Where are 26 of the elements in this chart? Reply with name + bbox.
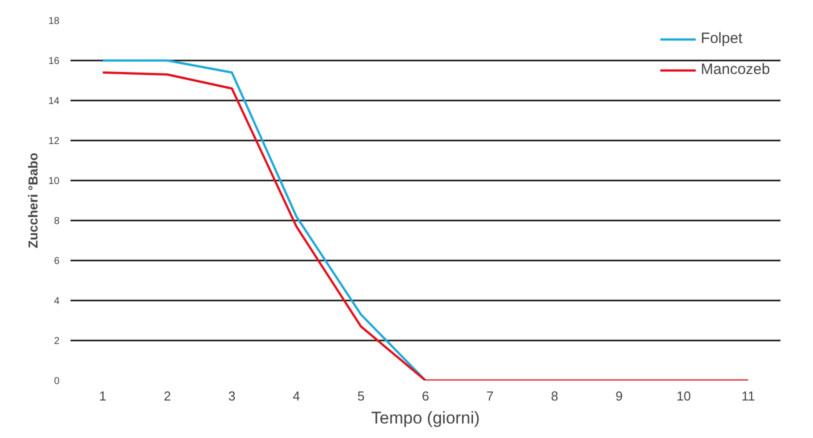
x-tick-label: 5 [357,388,365,404]
line-series [102,59,427,380]
x-tick-label: 4 [292,388,300,404]
y-tick-label: 14 [48,96,60,107]
y-tick-label: 10 [48,176,60,187]
x-axis-title: Tempo (giorni) [371,408,480,428]
x-tick-label: 8 [550,388,558,404]
legend-label: Folpet [700,30,742,47]
x-tick-label: 3 [228,388,236,404]
y-tick-label: 4 [54,296,60,307]
y-tick-label: 16 [48,56,60,67]
x-tick-label: 11 [741,388,755,404]
y-tick-label: 0 [54,376,60,387]
x-tick-label: 6 [422,388,430,404]
y-tick-label: 2 [54,336,60,347]
y-tick-label: 12 [48,136,60,147]
x-tick-label: 2 [164,388,171,404]
x-tick-label: 1 [99,388,106,404]
legend-label: Mancozeb [700,61,770,78]
y-tick-label: 18 [48,16,60,27]
y-tick-label: 8 [54,216,60,227]
x-tick-label: 7 [486,388,494,404]
x-tick-label: 9 [616,388,623,404]
x-tick-label: 10 [676,388,691,404]
y-tick-label: 6 [54,256,60,267]
y-axis-title: Zuccheri °Babo [25,152,40,248]
